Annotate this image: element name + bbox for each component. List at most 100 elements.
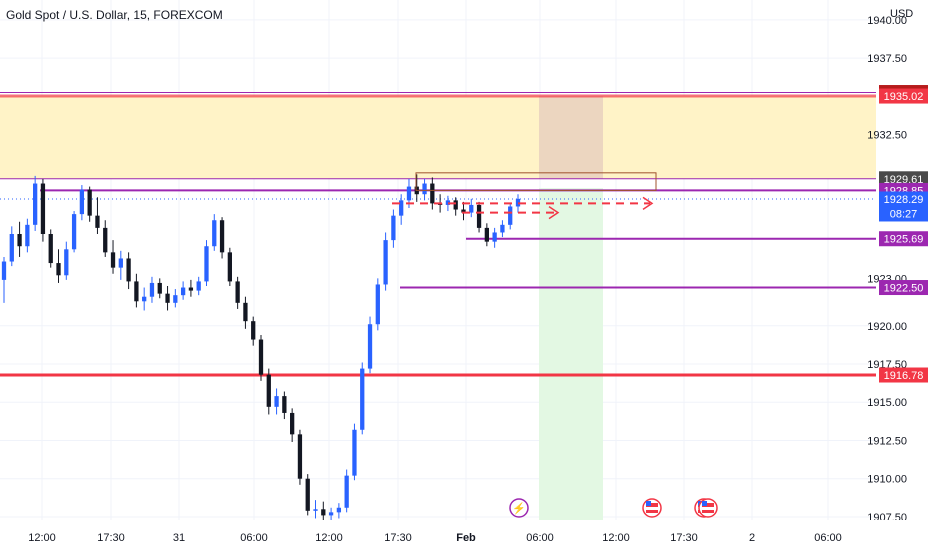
price-tick: 1910.00: [867, 474, 907, 486]
horizontal-levels[interactable]: [0, 92, 876, 377]
grid-lines: [0, 0, 876, 520]
candle-bear: [40, 183, 46, 234]
time-tick: 12:00: [315, 532, 343, 544]
candle-bear: [266, 374, 271, 407]
drawings[interactable]: [392, 172, 657, 220]
candle-bull: [508, 206, 513, 225]
candle-bear: [126, 258, 131, 282]
time-tick: 31: [173, 532, 185, 544]
candle-bear: [430, 183, 435, 204]
flag-stripe: [646, 503, 658, 507]
candle-bear: [56, 263, 61, 276]
candle-bear: [321, 509, 326, 516]
candle-bull: [142, 296, 147, 302]
candle-bear: [305, 478, 310, 511]
candle-bull: [383, 240, 388, 285]
candle-bull: [33, 183, 38, 225]
flag-stripe: [702, 503, 714, 507]
time-tick: 17:30: [97, 532, 125, 544]
time-tick: 12:00: [602, 532, 630, 544]
candle-bull: [196, 281, 201, 291]
candle-bull: [399, 200, 404, 216]
order-block-box[interactable]: [415, 172, 657, 191]
candle-bull: [64, 249, 69, 276]
price-label-badge[interactable]: [879, 231, 928, 247]
time-axis[interactable]: 12:00 17:30 31 06:00 12:00 17:30 Feb 06:00 12:00…: [0, 520, 932, 550]
candle-bear: [157, 282, 162, 294]
arrow-head-icon: [548, 205, 560, 220]
currency-label[interactable]: USD: [890, 8, 914, 20]
event-markers[interactable]: ⚡: [509, 498, 718, 518]
candle-bull: [336, 507, 342, 513]
candle-bear: [165, 293, 170, 303]
candle-bear: [461, 209, 466, 213]
candle-bull: [406, 186, 412, 201]
candle-bear: [87, 189, 92, 216]
price-label-badge[interactable]: [879, 280, 928, 296]
us-flag-event-icon[interactable]: [642, 498, 662, 518]
candle-bull: [469, 204, 474, 213]
time-tick: 12:00: [28, 532, 56, 544]
candle-bull: [352, 429, 357, 476]
candle-bear: [48, 234, 53, 264]
candle-bull: [360, 368, 365, 430]
candle-bear: [110, 252, 116, 268]
price-label-badge[interactable]: [879, 171, 928, 187]
price-tick: 1937.50: [867, 53, 907, 65]
flag-canton: [702, 501, 707, 506]
candle-bear: [243, 302, 248, 322]
candle-bull: [492, 232, 497, 242]
price-label-badge[interactable]: [879, 88, 928, 104]
candle-bear: [17, 234, 22, 247]
candle-bull: [1, 261, 7, 280]
candles: [1, 174, 521, 520]
candle-bear: [282, 396, 287, 413]
price-label-value: 1935.02: [884, 91, 924, 103]
candle-bull: [204, 246, 209, 282]
candle-bull: [79, 189, 85, 215]
candle-bull: [274, 396, 279, 407]
lightning-event-icon[interactable]: [509, 498, 529, 518]
candle-bull: [118, 258, 123, 268]
flag-stripe: [646, 510, 658, 513]
supply-zone: [0, 96, 876, 179]
symbol-title[interactable]: Gold Spot / U.S. Dollar, 15, FOREXCOM: [6, 8, 223, 22]
arrow-head-icon: [642, 196, 654, 211]
candle-bear: [103, 227, 108, 253]
price-label-value: 1928.29: [884, 194, 924, 206]
price-axis[interactable]: 1940.001937.501932.501920.001917.501915.…: [867, 0, 932, 550]
price-tick: 1940.00: [867, 15, 907, 27]
candle-bear: [476, 204, 482, 228]
candle-bear: [134, 281, 139, 302]
candle-bull: [500, 224, 505, 233]
flag-stripe: [702, 510, 714, 513]
candle-bull: [328, 512, 334, 516]
candle-bull: [391, 215, 396, 241]
candle-bear: [95, 215, 100, 228]
candle-bull: [71, 214, 77, 250]
price-tick: 1920.00: [867, 321, 907, 333]
candle-bear: [235, 281, 240, 303]
price-label-badge[interactable]: [879, 191, 928, 222]
candle-bear: [453, 200, 458, 210]
candle-bull: [375, 284, 380, 325]
candle-bear: [227, 252, 232, 282]
flag-canton: [646, 501, 651, 506]
take-profit-zone: [539, 188, 603, 520]
candle-bull: [344, 475, 349, 508]
price-label-value: 1929.61: [884, 174, 924, 186]
candle-bull: [367, 324, 373, 369]
time-tick: 06:00: [240, 532, 268, 544]
candle-bull: [445, 200, 451, 205]
time-tick: 2: [749, 532, 755, 544]
time-axis-bg: [0, 520, 932, 550]
time-tick: 06:00: [814, 532, 842, 544]
price-label-badge[interactable]: [879, 367, 928, 383]
candle-bear: [188, 287, 194, 291]
candle-bear: [258, 339, 264, 375]
us-flag-event-icon[interactable]: [698, 498, 718, 518]
candle-bear: [484, 227, 489, 242]
time-tick: 17:30: [670, 532, 698, 544]
